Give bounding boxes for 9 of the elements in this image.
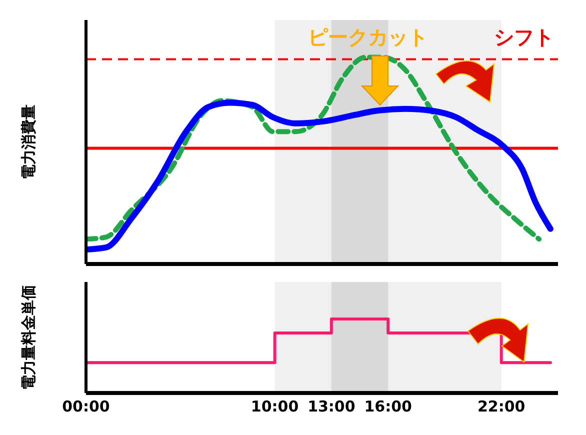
x-tick-label: 00:00 (62, 398, 110, 416)
x-tick-label: 10:00 (250, 398, 299, 416)
y-axis-title: 電力消費量 (19, 104, 38, 180)
text: ピークカット (308, 24, 428, 51)
x-tick-label: 22:00 (477, 398, 526, 416)
text: シフト (494, 24, 554, 51)
x-tick-label: 13:00 (308, 398, 356, 416)
y-axis-title: 電力量料金単価 (19, 285, 38, 390)
x-tick-label: 16:00 (364, 398, 412, 416)
